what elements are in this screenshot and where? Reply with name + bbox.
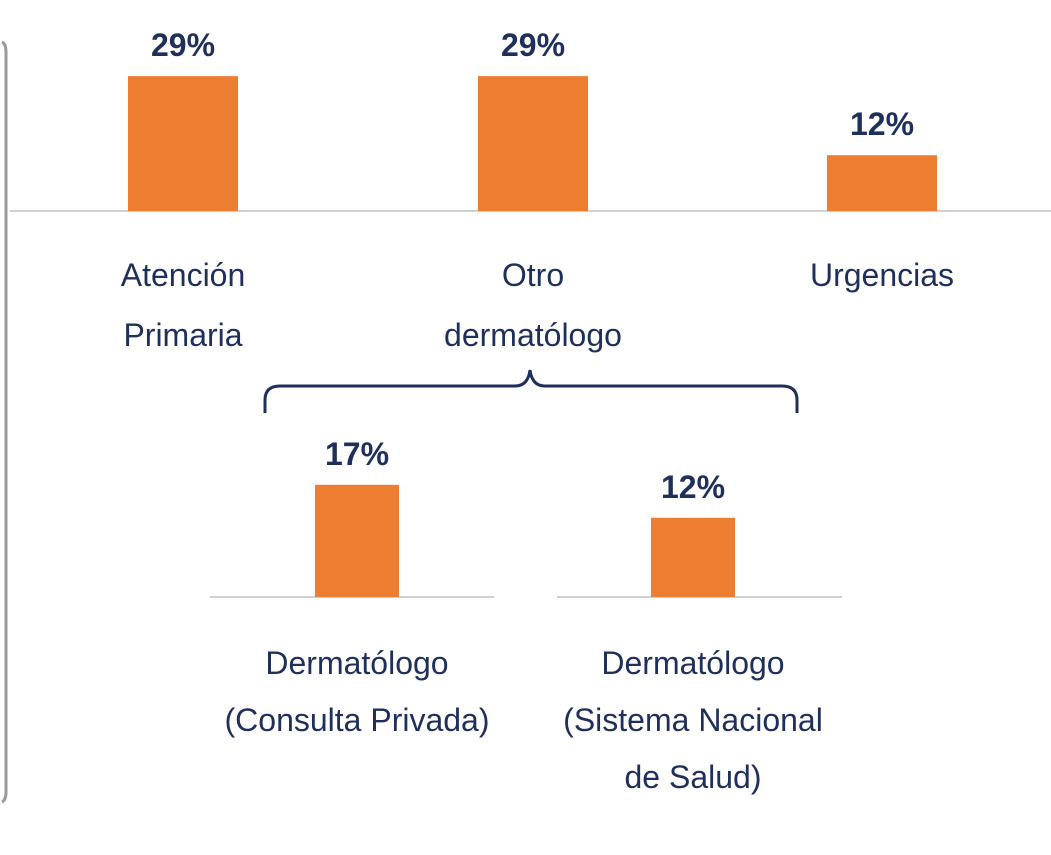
bar (315, 484, 399, 597)
bar (478, 76, 588, 212)
left-border (1, 40, 8, 804)
value-label: 29% (151, 27, 215, 63)
category-label: Dermatólogo (Sistema Nacional de Salud) (563, 645, 823, 795)
category-label: Atención Primaria (120, 257, 246, 353)
category-label: Dermatólogo (Consulta Privada) (224, 645, 490, 738)
category-label: Urgencias (809, 257, 955, 293)
brace (263, 369, 799, 413)
value-label: 12% (850, 106, 914, 142)
bar (827, 155, 937, 211)
value-label: 17% (325, 436, 389, 472)
bar (128, 76, 238, 212)
bar (651, 517, 735, 597)
value-label: 29% (501, 27, 565, 63)
value-label: 12% (661, 469, 725, 505)
category-label: Otro dermatólogo (444, 257, 622, 353)
